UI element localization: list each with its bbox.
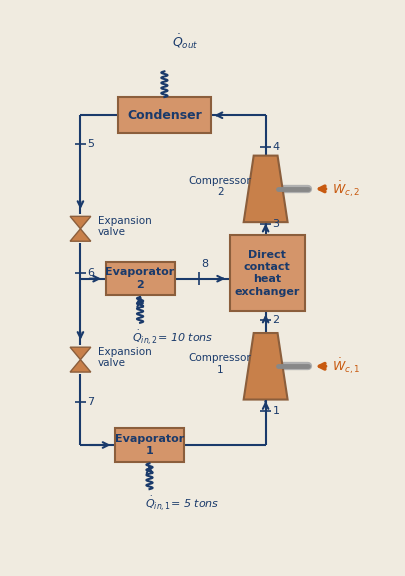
Text: Evaporator
1: Evaporator 1 xyxy=(115,434,184,456)
Polygon shape xyxy=(244,333,288,400)
Text: $\dot{W}_{c,1}$: $\dot{W}_{c,1}$ xyxy=(332,357,360,376)
Text: 7: 7 xyxy=(87,397,94,407)
FancyBboxPatch shape xyxy=(230,236,305,311)
FancyBboxPatch shape xyxy=(115,429,184,461)
Polygon shape xyxy=(70,347,91,359)
Text: 3: 3 xyxy=(273,219,279,229)
Polygon shape xyxy=(70,217,91,229)
Text: $\dot{Q}_{in,2}$= 10 tons: $\dot{Q}_{in,2}$= 10 tons xyxy=(132,328,214,347)
Text: Expansion
valve: Expansion valve xyxy=(98,347,151,368)
FancyBboxPatch shape xyxy=(106,262,175,295)
Text: 4: 4 xyxy=(273,142,280,151)
Text: 5: 5 xyxy=(87,139,94,149)
Text: $\dot{Q}_{in,1}$= 5 tons: $\dot{Q}_{in,1}$= 5 tons xyxy=(145,495,219,513)
Text: Expansion
valve: Expansion valve xyxy=(98,216,151,237)
Polygon shape xyxy=(70,359,91,372)
Polygon shape xyxy=(70,229,91,241)
Text: 8: 8 xyxy=(201,259,208,269)
Text: 2: 2 xyxy=(273,314,280,325)
Text: Evaporator
2: Evaporator 2 xyxy=(105,267,175,290)
Text: Condenser: Condenser xyxy=(127,109,202,122)
Text: Compressor
2: Compressor 2 xyxy=(189,176,252,198)
Text: $\dot{W}_{c,2}$: $\dot{W}_{c,2}$ xyxy=(332,179,360,199)
Text: $\dot{Q}_{out}$: $\dot{Q}_{out}$ xyxy=(172,33,199,51)
Text: 6: 6 xyxy=(87,268,94,278)
Text: 1: 1 xyxy=(273,406,279,416)
Polygon shape xyxy=(244,156,288,222)
FancyBboxPatch shape xyxy=(118,97,211,134)
Text: Direct
contact
heat
exchanger: Direct contact heat exchanger xyxy=(234,249,300,297)
Text: Compressor
1: Compressor 1 xyxy=(189,353,252,375)
